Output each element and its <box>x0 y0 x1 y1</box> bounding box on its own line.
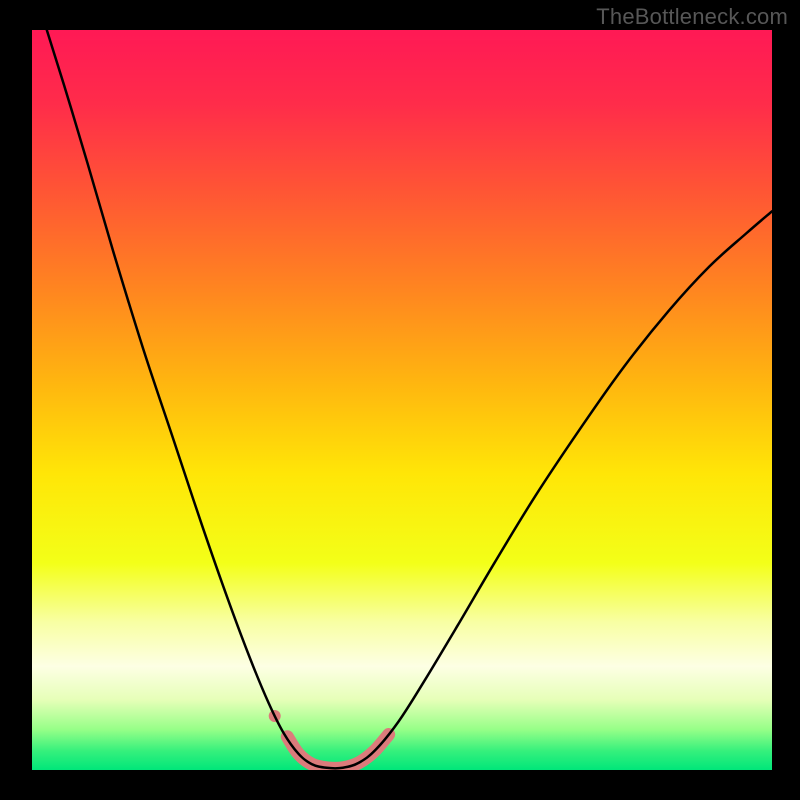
chart-svg <box>32 30 772 770</box>
bottleneck-main-curve <box>47 30 772 768</box>
watermark-text: TheBottleneck.com <box>596 4 788 30</box>
plot-outer-frame <box>32 30 772 770</box>
bottleneck-highlight-curve <box>287 734 388 768</box>
bottleneck-highlight-dot <box>269 710 281 722</box>
gradient-rect <box>32 30 772 770</box>
gradient-background <box>32 30 772 770</box>
